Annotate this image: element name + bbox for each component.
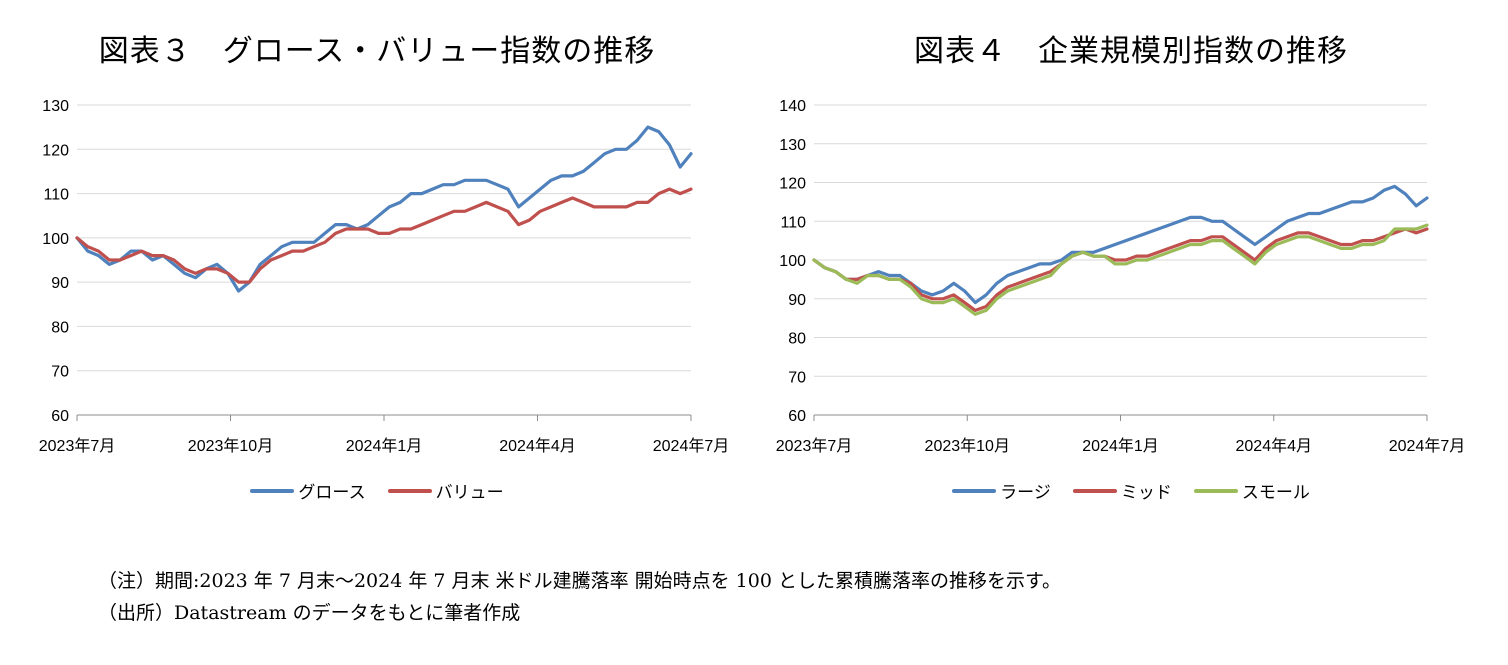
y-tick-label: 60 [788,408,806,425]
series-line-2 [812,227,1429,312]
series-line-3 [812,223,1429,316]
legend-swatch-mid [1072,488,1117,493]
legend-swatch-small [1193,488,1238,493]
y-tick-label: 100 [42,231,69,248]
y-tick-label: 110 [780,214,806,231]
size-line-chart: 60 70 80 90 100 110 120 130 140 2023年7月 2023年10月 20… [776,98,1466,455]
x-tick-label: 2024年4月 [1236,437,1313,455]
y-tick-label: 120 [42,142,69,159]
y-tick-label: 90 [788,292,806,309]
y-tick-label: 140 [779,98,806,115]
y-tick-label: 80 [51,319,69,336]
chart-title: 図表４ 企業規模別指数の推移 [914,34,1348,69]
legend-item-growth: グロース [250,478,366,503]
y-tick-label: 120 [779,176,806,193]
y-tick-label: 130 [42,98,69,115]
chart-panel-size: 図表４ 企業規模別指数の推移 60 70 80 90 100 110 120 130 140 20… [754,0,1508,560]
x-tick-label: 2024年4月 [499,437,576,455]
legend-swatch-value [387,488,432,493]
y-tick-label: 130 [779,137,806,154]
chart-legend: ラージ ミッド スモール [754,478,1508,503]
chart-legend: グロース バリュー [0,478,754,503]
legend-label: ミッド [1120,483,1172,503]
x-tick-label: 2023年7月 [39,437,116,455]
footnote-period: （注）期間:2023 年 7 月末～2024 年 7 月末 米ドル建騰落率 開始… [98,570,1062,592]
x-tick-label: 2023年7月 [776,437,853,455]
legend-item-value: バリュー [387,478,504,503]
x-tick-label: 2024年1月 [346,437,423,455]
y-tick-label: 70 [51,364,69,381]
y-tick-label: 100 [779,253,806,270]
chart-panel-growth-value: 図表３ グロース・バリュー指数の推移 60 70 80 90 100 110 120 130 2… [0,0,754,560]
x-tick-label: 2024年1月 [1082,437,1159,455]
legend-label: スモール [1241,483,1310,503]
y-tick-label: 90 [51,275,69,292]
chart-title: 図表３ グロース・バリュー指数の推移 [98,34,656,69]
legend-label: ラージ [1000,483,1051,503]
legend-item-small: スモール [1193,478,1310,503]
x-tick-label: 2024年7月 [653,437,730,455]
footnote-source: （出所）Datastream のデータをもとに筆者作成 [98,602,521,624]
legend-label: バリュー [435,483,504,503]
legend-item-mid: ミッド [1072,478,1172,503]
y-tick-label: 70 [788,369,806,386]
y-tick-label: 80 [788,331,806,348]
series-line-2 [75,187,693,284]
x-tick-label: 2024年7月 [1389,437,1466,455]
footnotes: （注）期間:2023 年 7 月末～2024 年 7 月末 米ドル建騰落率 開始… [98,565,1061,629]
growth-value-line-chart: 60 70 80 90 100 110 120 130 2023年7月 2023年10月 2024年… [39,98,730,455]
x-tick-label: 2023年10月 [925,437,1010,455]
series-line-1 [75,125,693,293]
y-tick-label: 110 [43,187,69,204]
legend-item-large: ラージ [952,478,1051,503]
legend-swatch-large [952,488,997,493]
legend-swatch-growth [250,488,295,493]
x-tick-label: 2023年10月 [188,437,273,455]
legend-label: グロース [298,483,366,503]
y-tick-label: 60 [51,408,69,425]
